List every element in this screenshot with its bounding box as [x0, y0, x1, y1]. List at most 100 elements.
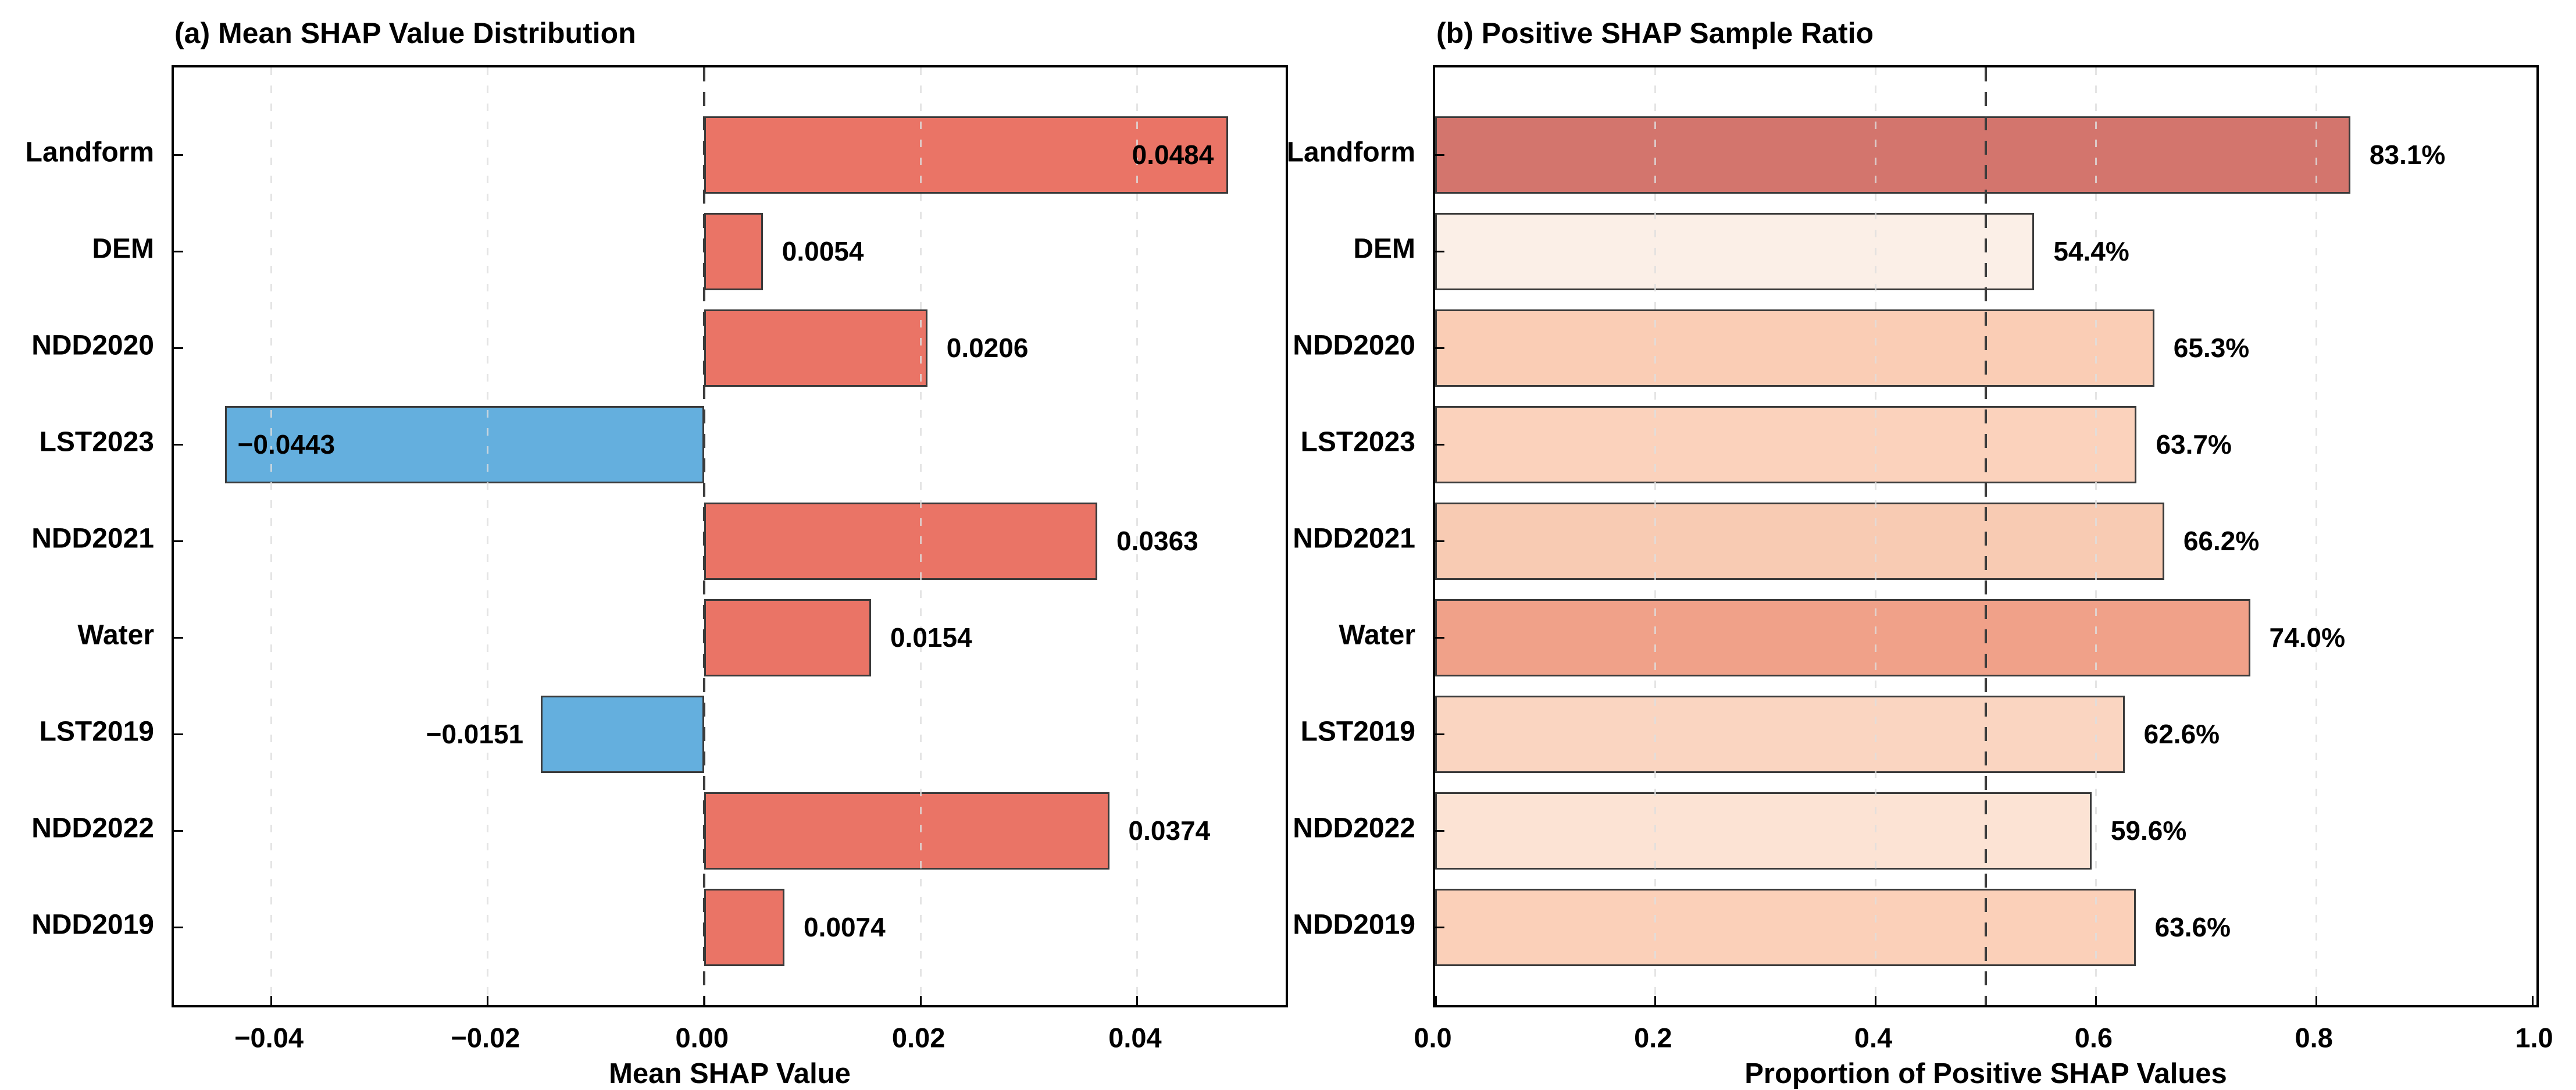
panel-a-x-axis-label: Mean SHAP Value: [609, 1058, 851, 1089]
y-tick-mark: [174, 540, 183, 542]
bar-dem-a: [704, 212, 763, 290]
value-label-ndd2021-a: 0.0363: [1116, 526, 1198, 556]
x-tick-label: 0.04: [1108, 1022, 1162, 1053]
value-label-landform-b: 83.1%: [2369, 140, 2446, 170]
y-tick-mark: [174, 733, 183, 735]
category-label-landform-a: Landform: [25, 137, 154, 168]
y-tick-mark: [1435, 829, 1444, 832]
x-tick-mark: [270, 996, 273, 1005]
panel-b-plot-area: 83.1% 54.4% 65.3% 63.7% 66.2% 74.0% 62.6% 59.6%…: [1433, 65, 2539, 1007]
x-tick-label: 0.6: [2074, 1022, 2113, 1053]
y-tick-mark: [174, 926, 183, 928]
bar-dem-b: [1435, 212, 2035, 290]
category-label-ndd2020-b: NDD2020: [1293, 330, 1415, 361]
y-tick-mark: [174, 347, 183, 349]
x-tick-label: 0.2: [1634, 1022, 1672, 1053]
category-label-water-a: Water: [77, 619, 154, 651]
bar-ndd2021-a: [704, 502, 1098, 580]
y-tick-mark: [174, 154, 183, 156]
category-label-dem-a: DEM: [92, 233, 154, 265]
panel-a-title: (a) Mean SHAP Value Distribution: [174, 17, 636, 49]
y-tick-mark: [1435, 154, 1444, 156]
bar-ndd2022-b: [1435, 792, 2092, 870]
bar-landform-a: [704, 116, 1229, 194]
x-tick-mark: [1435, 996, 1437, 1005]
category-label-ndd2019-b: NDD2019: [1293, 909, 1415, 941]
category-label-lst2023-b: LST2023: [1300, 426, 1415, 458]
y-tick-mark: [1435, 250, 1444, 252]
category-label-ndd2019-a: NDD2019: [31, 909, 154, 941]
x-tick-label: −0.02: [451, 1022, 520, 1053]
bar-water-b: [1435, 599, 2250, 676]
y-tick-mark: [1435, 733, 1444, 735]
panel-b-title: (b) Positive SHAP Sample Ratio: [1436, 17, 1874, 49]
grid-line: [2315, 67, 2317, 1005]
x-tick-label: 0.02: [891, 1022, 946, 1053]
category-label-lst2019-a: LST2019: [39, 716, 154, 747]
category-label-ndd2020-a: NDD2020: [31, 330, 154, 361]
x-tick-mark: [703, 996, 705, 1005]
category-label-lst2023-a: LST2023: [39, 426, 154, 458]
category-label-ndd2021-a: NDD2021: [31, 523, 154, 554]
bar-ndd2020-a: [704, 309, 927, 387]
value-label-ndd2020-b: 65.3%: [2173, 333, 2250, 363]
grid-line: [2095, 67, 2097, 1005]
bar-ndd2022-a: [704, 792, 1109, 870]
x-tick-mark: [2315, 996, 2317, 1005]
value-label-ndd2022-a: 0.0374: [1128, 815, 1211, 846]
value-label-lst2023-b: 63.7%: [2156, 429, 2232, 459]
y-tick-mark: [1435, 443, 1444, 446]
bar-lst2023-b: [1435, 405, 2137, 483]
value-label-ndd2020-a: 0.0206: [946, 333, 1029, 363]
x-tick-label: 0.4: [1854, 1022, 1893, 1053]
value-label-ndd2022-b: 59.6%: [2110, 815, 2187, 846]
grid-line: [270, 67, 273, 1005]
y-tick-mark: [1435, 636, 1444, 639]
x-tick-mark: [2095, 996, 2097, 1005]
x-tick-label: 1.0: [2515, 1022, 2553, 1053]
y-tick-mark: [174, 443, 183, 446]
category-label-water-b: Water: [1339, 619, 1415, 651]
x-tick-label: −0.04: [234, 1022, 304, 1053]
value-label-water-a: 0.0154: [890, 622, 972, 653]
x-tick-label: 0.8: [2295, 1022, 2333, 1053]
value-label-lst2019-a: −0.0151: [426, 719, 524, 749]
panel-a-plot-area: 0.0484 0.0054 0.0206 −0.0443 0.0363 0.0154 −0.…: [172, 65, 1288, 1007]
value-label-ndd2019-b: 63.6%: [2154, 912, 2231, 942]
value-label-dem-b: 54.4%: [2053, 236, 2129, 266]
bar-ndd2020-b: [1435, 309, 2154, 387]
category-label-ndd2022-b: NDD2022: [1293, 813, 1415, 844]
x-tick-mark: [2532, 996, 2534, 1005]
grid-line: [920, 67, 922, 1005]
bar-ndd2019-a: [704, 888, 784, 966]
grid-line: [1136, 67, 1139, 1005]
category-label-ndd2021-b: NDD2021: [1293, 523, 1415, 554]
value-label-landform-a: 0.0484: [1132, 140, 1214, 170]
x-tick-mark: [1875, 996, 1877, 1005]
y-tick-mark: [1435, 347, 1444, 349]
x-tick-mark: [1654, 996, 1657, 1005]
category-label-landform-b: Landform: [1286, 137, 1415, 168]
bar-ndd2021-b: [1435, 502, 2164, 580]
value-label-ndd2019-a: 0.0074: [804, 912, 886, 942]
value-label-ndd2021-b: 66.2%: [2183, 526, 2260, 556]
reference-dashed-line-b: [1985, 67, 1987, 1005]
y-tick-mark: [1435, 926, 1444, 928]
bar-lst2019-b: [1435, 695, 2125, 773]
bar-lst2023-a: [224, 405, 705, 483]
value-label-lst2023-a: −0.0443: [237, 429, 336, 459]
value-label-water-b: 74.0%: [2269, 622, 2345, 653]
category-label-lst2019-b: LST2019: [1300, 716, 1415, 747]
x-tick-mark: [920, 996, 922, 1005]
y-tick-mark: [174, 636, 183, 639]
grid-line: [1875, 67, 1877, 1005]
y-tick-mark: [174, 829, 183, 832]
y-tick-mark: [1435, 540, 1444, 542]
x-tick-mark: [487, 996, 489, 1005]
bar-water-a: [704, 599, 871, 676]
category-label-ndd2022-a: NDD2022: [31, 813, 154, 844]
bar-ndd2019-b: [1435, 888, 2136, 966]
grid-line: [487, 67, 489, 1005]
x-tick-label: 0.0: [1414, 1022, 1452, 1053]
